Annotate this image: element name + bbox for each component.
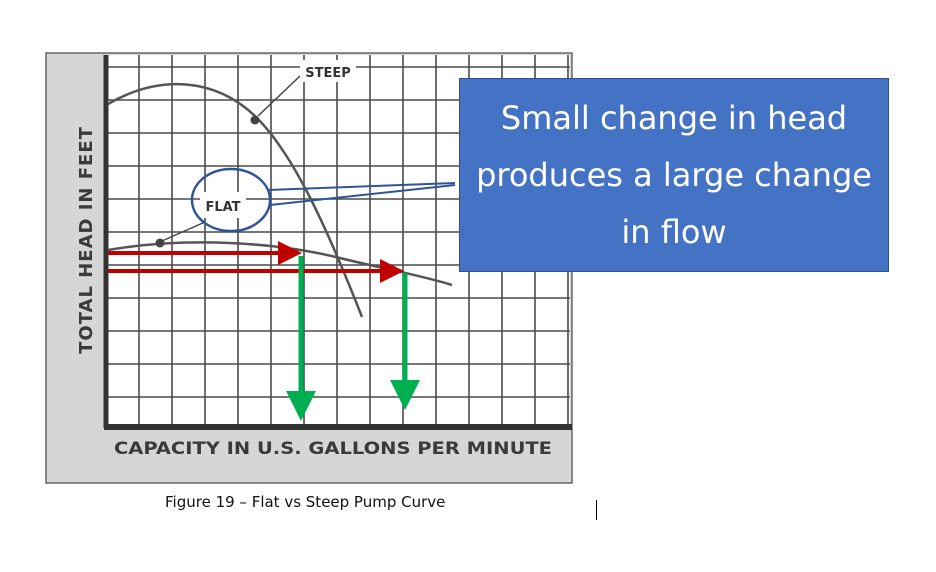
steep-leader-line [257, 75, 301, 117]
flat-leader-line [161, 221, 206, 242]
callout-box: Small change in head produces a large ch… [459, 78, 889, 272]
steep-label: STEEP [305, 66, 351, 81]
steep-curve-marker [250, 115, 260, 125]
callout-text: Small change in head produces a large ch… [476, 98, 872, 251]
x-axis-label: CAPACITY IN U.S. GALLONS PER MINUTE [114, 439, 552, 459]
steep-label-bg [300, 60, 356, 82]
flat-curve [107, 241, 453, 287]
flat-highlight-circle [190, 167, 272, 233]
flat-label: FLAT [205, 200, 240, 215]
flat-label-bg [200, 192, 246, 218]
text-cursor-icon [596, 500, 597, 520]
y-axis-label: TOTAL HEAD IN FEET [76, 126, 97, 354]
callout-connector-bottom [269, 184, 456, 206]
callout-connector-top [267, 182, 456, 191]
figure-caption: Figure 19 – Flat vs Steep Pump Curve [165, 493, 446, 511]
